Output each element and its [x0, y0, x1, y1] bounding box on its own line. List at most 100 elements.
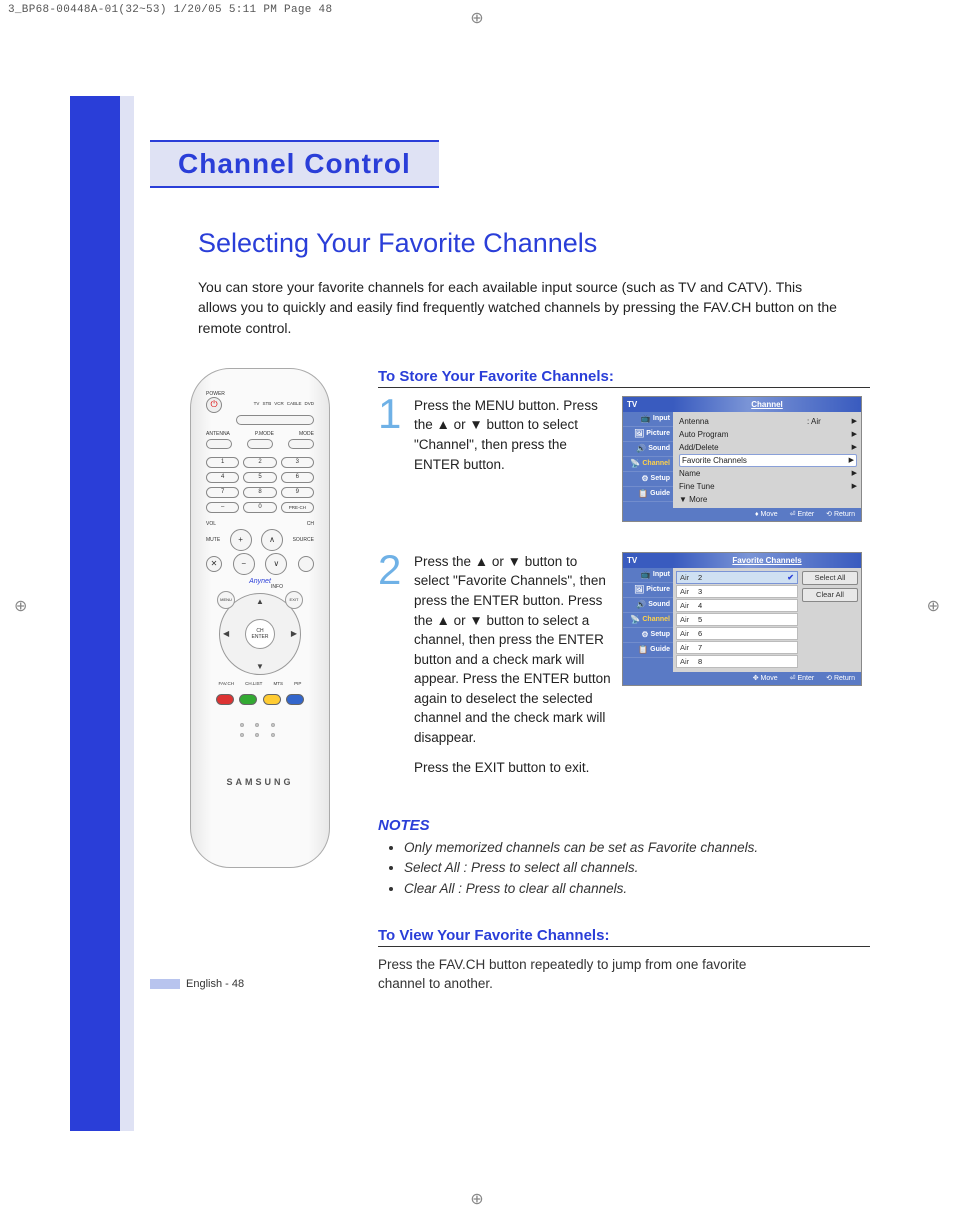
anynet-label: Anynet	[206, 578, 314, 585]
mute-label: MUTE	[206, 537, 220, 543]
power-label: POWER	[206, 391, 225, 397]
content-area: Channel Control Selecting Your Favorite …	[150, 140, 870, 994]
favorite-channel-row[interactable]: Air4	[676, 599, 798, 612]
power-button[interactable]: ⏻	[206, 397, 222, 413]
side-strip	[120, 96, 134, 1131]
mute-button[interactable]: ✕	[206, 556, 222, 572]
dash-button[interactable]: –	[206, 502, 239, 513]
vol-up-button[interactable]: +	[230, 529, 252, 551]
osd-menu-row[interactable]: Auto Program▶	[679, 428, 857, 441]
right-arrow-icon[interactable]: ▶	[291, 629, 297, 638]
down-arrow-icon[interactable]: ▼	[256, 662, 264, 671]
mode-label: TV	[254, 401, 260, 406]
note-item: Only memorized channels can be set as Fa…	[404, 838, 870, 858]
view-heading: To View Your Favorite Channels:	[378, 927, 870, 947]
pmode-label: P.MODE	[255, 431, 274, 437]
mode-button[interactable]	[288, 439, 314, 449]
vol-label: VOL	[206, 521, 216, 527]
favorite-channel-row[interactable]: Air3	[676, 585, 798, 598]
ch-up-button[interactable]: ∧	[261, 529, 283, 551]
footer-swatch	[150, 979, 180, 989]
num-0-button[interactable]: 0	[243, 502, 276, 513]
osd-side-item-input[interactable]: 📺Input	[623, 412, 673, 427]
osd-side-item-sound[interactable]: 🔊Sound	[623, 442, 673, 457]
up-arrow-icon[interactable]: ▲	[256, 597, 264, 606]
source-button[interactable]	[298, 556, 314, 572]
menu-button[interactable]: MENU	[217, 591, 235, 609]
brand-logo: SAMSUNG	[206, 777, 314, 787]
osd-title: Channel	[673, 397, 861, 412]
red-button[interactable]	[216, 694, 234, 705]
page-frame: Channel Control Selecting Your Favorite …	[70, 40, 884, 1130]
mode-slider[interactable]	[236, 415, 314, 425]
pmode-button[interactable]	[247, 439, 273, 449]
osd-side-item-sound[interactable]: 🔊Sound	[623, 598, 673, 613]
osd-side-item-guide[interactable]: 📋Guide	[623, 487, 673, 502]
prech-button[interactable]: PRE-CH	[281, 502, 314, 513]
osd-side-item-channel[interactable]: 📡Channel	[623, 613, 673, 628]
osd-tv-label: TV	[623, 397, 673, 412]
osd-foot-move: ✥ Move	[753, 674, 778, 682]
osd-foot-enter: ⏎ Enter	[790, 674, 815, 682]
osd-menu-row[interactable]: Antenna: Air▶	[679, 415, 857, 428]
select-all-button[interactable]: Select All	[802, 571, 858, 585]
page-number: English - 48	[186, 978, 244, 990]
osd-side-item-setup[interactable]: ⚙Setup	[623, 628, 673, 643]
favorite-channel-row[interactable]: Air2✔	[676, 571, 798, 584]
green-button[interactable]	[239, 694, 257, 705]
dot-buttons	[240, 723, 280, 737]
num-8-button[interactable]: 8	[243, 487, 276, 498]
mts-label: MTS	[274, 681, 284, 686]
step-1-text: Press the MENU button. Press the ▲ or ▼ …	[414, 396, 614, 474]
favch-label: FAV.CH	[219, 681, 235, 686]
favorite-channel-row[interactable]: Air7	[676, 641, 798, 654]
osd-foot-return: ⟲ Return	[826, 510, 855, 518]
left-arrow-icon[interactable]: ◀	[223, 629, 229, 638]
osd-side-item-input[interactable]: 📺Input	[623, 568, 673, 583]
page-footer: English - 48	[150, 978, 244, 990]
osd-menu-row[interactable]: Name▶	[679, 467, 857, 480]
step-number-1: 1	[378, 396, 414, 432]
num-6-button[interactable]: 6	[281, 472, 314, 483]
osd-side-item-setup[interactable]: ⚙Setup	[623, 472, 673, 487]
step-2-text: Press the ▲ or ▼ button to select "Favor…	[414, 552, 614, 748]
notes-list: Only memorized channels can be set as Fa…	[378, 838, 870, 899]
exit-button[interactable]: EXIT	[285, 591, 303, 609]
favorite-channel-row[interactable]: Air6	[676, 627, 798, 640]
vol-down-button[interactable]: −	[233, 553, 255, 575]
num-2-button[interactable]: 2	[243, 457, 276, 468]
favorite-channel-row[interactable]: Air5	[676, 613, 798, 626]
osd-foot-return: ⟲ Return	[826, 674, 855, 682]
clear-all-button[interactable]: Clear All	[802, 588, 858, 602]
enter-button[interactable]: CH ENTER	[245, 619, 275, 649]
antenna-button[interactable]	[206, 439, 232, 449]
favorite-channel-row[interactable]: Air8	[676, 655, 798, 668]
intro-paragraph: You can store your favorite channels for…	[198, 277, 838, 338]
pip-label: PIP	[294, 681, 301, 686]
mode-btn-label: MODE	[299, 431, 314, 437]
num-1-button[interactable]: 1	[206, 457, 239, 468]
exit-line: Press the EXIT button to exit.	[414, 758, 614, 778]
num-4-button[interactable]: 4	[206, 472, 239, 483]
osd-menu-row[interactable]: Favorite Channels▶	[679, 454, 857, 467]
crop-mark-top-icon: ⊕	[470, 8, 483, 28]
yellow-button[interactable]	[263, 694, 281, 705]
num-5-button[interactable]: 5	[243, 472, 276, 483]
osd-side-item-channel[interactable]: 📡Channel	[623, 457, 673, 472]
num-3-button[interactable]: 3	[281, 457, 314, 468]
num-7-button[interactable]: 7	[206, 487, 239, 498]
ch-down-button[interactable]: ∨	[265, 553, 287, 575]
osd-menu-row[interactable]: Fine Tune▶	[679, 480, 857, 493]
osd-side-item-picture[interactable]: 🖼Picture	[623, 427, 673, 442]
crop-mark-left-icon: ⊕	[14, 596, 27, 616]
osd-side-item-guide[interactable]: 📋Guide	[623, 643, 673, 658]
num-9-button[interactable]: 9	[281, 487, 314, 498]
osd-menu-row[interactable]: ▼ More	[679, 493, 857, 506]
info-label: INFO	[271, 584, 283, 590]
osd-menu-row[interactable]: Add/Delete▶	[679, 441, 857, 454]
osd-side-item-picture[interactable]: 🖼Picture	[623, 583, 673, 598]
antenna-label: ANTENNA	[206, 431, 230, 437]
note-item: Select All : Press to select all channel…	[404, 858, 870, 878]
blue-button[interactable]	[286, 694, 304, 705]
step-number-2: 2	[378, 552, 414, 588]
